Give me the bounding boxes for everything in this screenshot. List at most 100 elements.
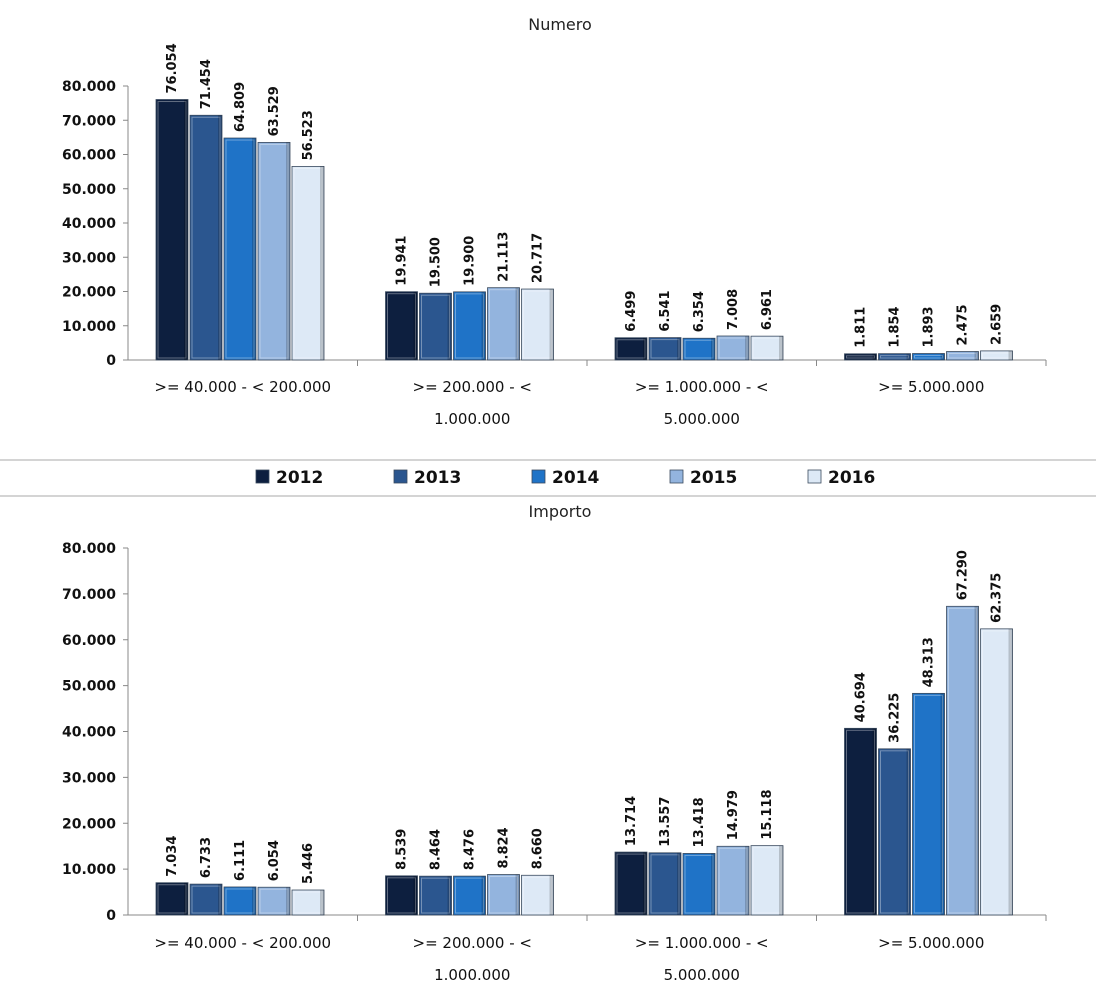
bar-2014-cat2 [682,337,716,361]
bar-2015-cat1 [487,287,520,361]
bar-bevel [191,116,221,359]
bar-shadow [218,115,222,360]
bar-2016-cat1 [521,874,554,916]
data-label: 2.475 [956,304,971,345]
bar-bevel [293,891,323,914]
bar-2013-cat0 [189,883,223,916]
category-label: >= 200.000 - < [413,934,532,952]
bar-2013-cat2 [648,337,682,361]
bar-bevel [684,339,714,359]
bar-bevel [650,854,680,914]
legend-swatch-2013 [393,469,408,484]
data-label: 8.660 [531,828,546,869]
y-tick-label: 10.000 [62,319,116,335]
data-label: 2.659 [990,304,1005,345]
bar-2012-cat0 [155,99,189,361]
bar-2015-cat3 [946,351,979,361]
bar-shadow [413,291,418,360]
bar-bevel [650,339,680,359]
bar-bevel [191,885,221,914]
data-label: 8.539 [395,829,410,870]
category-label: >= 200.000 - < [413,378,532,396]
data-label: 21.113 [497,232,512,282]
data-label: 6.111 [233,840,248,881]
bar-2015-cat0 [257,142,291,361]
bar-2016-cat2 [750,845,784,916]
bar-bevel [293,167,323,359]
data-label: 56.523 [301,110,316,160]
y-tick-label: 80.000 [62,79,116,95]
bar-shadow [481,291,486,360]
bar-shadow [481,876,486,915]
bar-shadow [413,875,418,915]
y-tick-label: 40.000 [62,216,116,232]
y-tick-label: 60.000 [62,148,116,164]
y-tick-label: 50.000 [62,182,116,198]
data-label: 7.008 [726,289,741,330]
data-label: 19.941 [395,236,410,286]
bar-2015-cat0 [257,886,291,916]
bar-2014-cat1 [453,875,486,916]
data-label: 64.809 [233,82,248,132]
bar-bevel [718,337,748,359]
data-label: 8.476 [463,829,478,870]
bar-bevel [982,630,1011,914]
bar-bevel [523,290,552,359]
bar-shadow [974,606,979,915]
category-label: 1.000.000 [434,410,510,428]
chart-title: Numero [528,15,592,34]
bar-shadow [549,875,554,915]
y-tick-label: 40.000 [62,725,116,741]
bar-shadow [184,99,188,361]
bar-2013-cat3 [878,353,911,361]
bar-bevel [616,339,646,359]
data-label: 1.893 [922,306,937,347]
bar-2013-cat1 [419,875,452,916]
bar-bevel [880,355,909,359]
bar-2014-cat3 [912,353,945,361]
y-tick-label: 30.000 [62,250,116,266]
y-tick-label: 10.000 [62,862,116,878]
bar-2014-cat0 [223,886,257,916]
bar-2015-cat2 [716,335,750,361]
chart-numero: Numero 0 10.000 20.000 30.000 40.000 50.000 60.… [62,15,1047,428]
bar-2016-cat3 [980,628,1013,916]
bar-shadow [872,353,877,360]
bar-shadow [252,886,256,915]
data-label: 14.979 [726,790,741,840]
bar-bevel [718,847,748,914]
bar-shadow [779,845,783,915]
legend-swatch-2012 [255,469,270,484]
legend-label-2016: 2016 [828,468,875,488]
bar-2016-cat0 [291,889,325,916]
bar-2014-cat2 [682,853,716,916]
data-label: 13.418 [692,797,707,847]
bar-bevel [846,355,875,359]
bar-2013-cat1 [419,292,452,361]
bar-shadow [184,882,188,915]
legend-swatch-2014 [531,469,546,484]
bar-2012-cat2 [614,337,648,361]
data-label: 1.854 [888,307,903,348]
legend-label-2015: 2015 [690,468,737,488]
data-label: 6.499 [624,291,639,332]
bar-bevel [914,355,943,359]
data-label: 19.500 [429,237,444,287]
bar-bevel [914,694,943,914]
data-label: 40.694 [854,672,869,722]
bar-bevel [752,337,782,359]
data-label: 6.733 [199,837,214,878]
category-label: 5.000.000 [664,966,740,984]
data-label: 1.811 [854,307,869,348]
bar-shadow [745,335,749,360]
bar-bevel [616,853,646,914]
bar-2012-cat2 [614,851,648,916]
y-tick-label: 20.000 [62,285,116,301]
chart-importo: Importo 0 10.000 20.000 30.000 40.000 50.000 60… [62,502,1047,984]
bar-bevel [523,876,552,914]
legend-swatch-2015 [669,469,684,484]
bar-bevel [421,294,450,359]
bar-2012-cat3 [844,727,877,916]
bar-shadow [745,846,749,915]
bar-bevel [982,352,1011,359]
